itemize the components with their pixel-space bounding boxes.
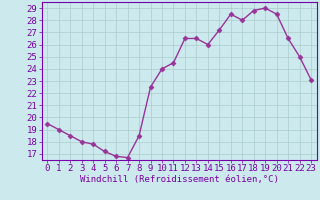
X-axis label: Windchill (Refroidissement éolien,°C): Windchill (Refroidissement éolien,°C) [80,175,279,184]
